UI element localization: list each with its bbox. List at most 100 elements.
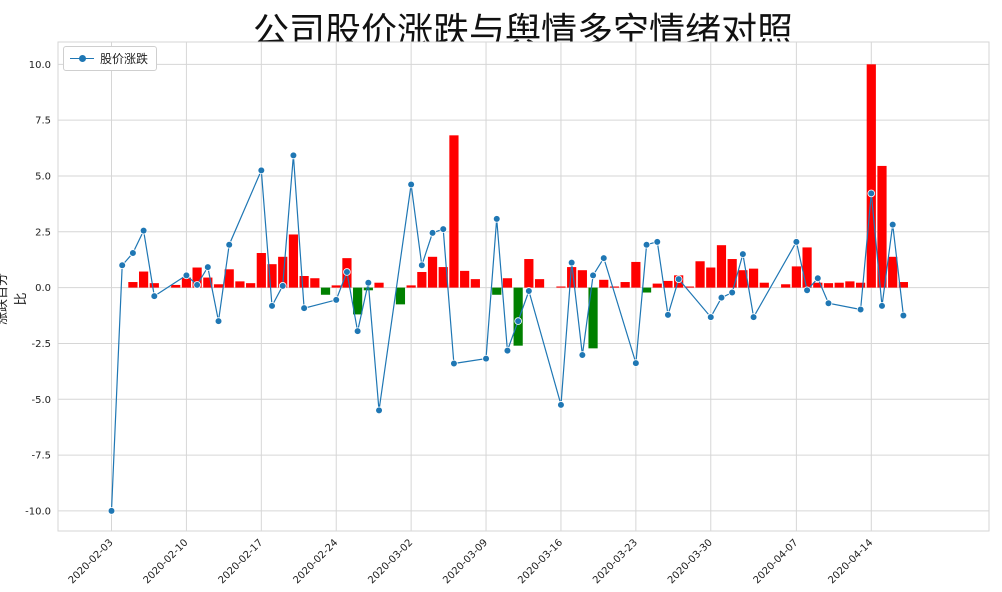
bar: [684, 286, 694, 288]
bar: [460, 270, 470, 288]
x-tick-label: 2020-03-30: [666, 537, 715, 586]
line-point: [193, 281, 201, 289]
bar: [652, 283, 662, 288]
legend-line-marker-icon: [70, 54, 94, 64]
y-tick-label: 0.0: [35, 283, 51, 294]
line-point: [567, 258, 576, 267]
line-point: [407, 180, 415, 189]
bar: [813, 282, 823, 288]
bar: [781, 284, 791, 288]
line-point: [653, 238, 662, 246]
y-tick-label: 10.0: [29, 60, 51, 71]
line-point: [728, 288, 736, 297]
bar: [288, 234, 299, 288]
bar: [524, 259, 534, 288]
bar: [898, 282, 908, 288]
line-point: [107, 507, 116, 515]
bar: [128, 282, 138, 288]
bar: [877, 165, 887, 288]
line-point: [268, 302, 276, 310]
line-point: [632, 359, 640, 367]
x-tick-label: 2020-02-17: [217, 537, 266, 586]
line-point: [204, 263, 212, 271]
line-point: [353, 327, 362, 335]
line-point: [514, 317, 522, 325]
bar: [374, 282, 384, 288]
y-tick-label: -2.5: [31, 339, 51, 350]
line-point: [706, 313, 715, 321]
bar: [748, 268, 759, 288]
line-point: [278, 282, 287, 290]
bar: [823, 283, 834, 288]
bar: [802, 247, 812, 288]
line-point: [803, 286, 811, 295]
y-tick-label: -7.5: [31, 451, 51, 462]
bar: [213, 284, 224, 288]
bar: [599, 279, 609, 288]
y-tick-label: 5.0: [35, 171, 51, 182]
line-point: [664, 311, 672, 319]
line-point: [717, 293, 726, 302]
line-point: [503, 346, 512, 355]
bar: [834, 282, 844, 288]
line-point: [257, 166, 266, 175]
bar: [181, 277, 192, 288]
bar: [353, 287, 363, 315]
line-point: [856, 305, 865, 314]
bar: [888, 256, 898, 288]
line-point: [289, 151, 298, 160]
bar: [609, 286, 620, 288]
line-point: [150, 292, 159, 300]
bar: [577, 270, 587, 288]
bar: [706, 267, 716, 288]
bar: [791, 266, 801, 288]
bar: [256, 253, 266, 288]
line-point: [888, 220, 897, 229]
line-point: [557, 401, 565, 409]
bar: [620, 282, 630, 288]
line-point: [482, 354, 490, 363]
bar: [310, 278, 320, 288]
bar: [631, 261, 641, 288]
line-point: [813, 274, 822, 283]
x-tick-label: 2020-04-14: [827, 537, 876, 586]
bar: [866, 64, 876, 288]
bar: [845, 281, 855, 288]
x-tick-label: 2020-04-07: [752, 537, 801, 586]
line-point: [375, 406, 383, 415]
bar: [738, 270, 748, 288]
line-point: [364, 278, 373, 287]
x-tick-label: 2020-03-16: [516, 537, 565, 586]
bar: [727, 259, 737, 288]
bar: [695, 261, 705, 288]
x-tick-label: 2020-02-24: [291, 537, 340, 586]
bar: [299, 276, 309, 288]
line-point: [428, 229, 437, 237]
bar: [513, 287, 523, 346]
bar: [588, 287, 598, 349]
legend-label: 股价涨跌: [100, 52, 149, 66]
line-point: [225, 240, 234, 249]
bar: [663, 280, 673, 288]
line-point: [439, 225, 448, 233]
x-tick-label: 2020-02-10: [142, 537, 191, 586]
bar: [567, 267, 577, 288]
line-point: [878, 302, 886, 310]
plot-area: [57, 41, 990, 532]
line-point: [867, 189, 876, 198]
line-point: [674, 275, 683, 283]
legend[interactable]: 股价涨跌: [63, 46, 158, 71]
y-tick-label: 7.5: [35, 116, 51, 127]
line-point: [525, 287, 533, 295]
line-point: [332, 296, 341, 304]
line-point: [300, 304, 308, 312]
line-point: [182, 271, 191, 280]
bar: [406, 285, 416, 288]
line-point: [599, 254, 608, 262]
bar: [320, 287, 331, 295]
line-point: [129, 249, 137, 257]
line-point: [578, 351, 587, 359]
bar: [855, 282, 866, 288]
bar: [139, 271, 149, 288]
line-point: [739, 250, 747, 258]
